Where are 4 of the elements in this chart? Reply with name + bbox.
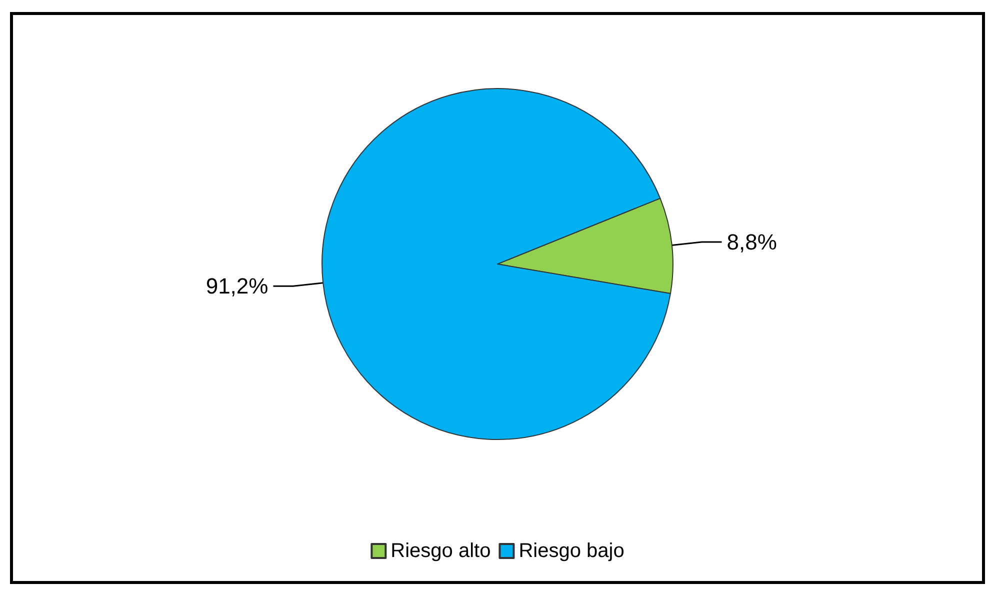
legend-label: Riesgo bajo	[518, 540, 624, 562]
data-label: 8,8%	[726, 229, 777, 254]
data-label: 91,2%	[206, 274, 268, 299]
legend-label: Riesgo alto	[390, 540, 491, 562]
